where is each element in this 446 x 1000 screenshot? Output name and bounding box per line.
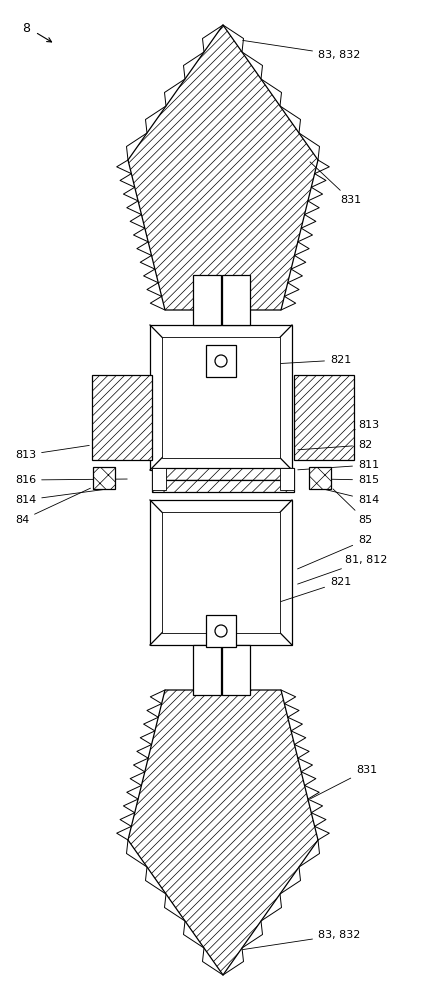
Text: 82: 82 — [297, 535, 372, 569]
Bar — [193, 275, 221, 325]
Bar — [294, 375, 354, 460]
Text: 821: 821 — [258, 355, 351, 365]
Bar — [150, 500, 292, 645]
Text: 814: 814 — [15, 488, 112, 505]
Text: 814: 814 — [322, 489, 379, 505]
Text: 821: 821 — [258, 577, 351, 609]
Bar — [193, 645, 221, 695]
Text: 82: 82 — [298, 440, 372, 450]
Bar — [150, 325, 292, 470]
Bar — [309, 467, 331, 489]
Text: 831: 831 — [310, 162, 361, 205]
Text: 85: 85 — [333, 489, 372, 525]
Text: 813: 813 — [15, 445, 89, 460]
Bar — [152, 480, 294, 492]
Polygon shape — [128, 25, 318, 310]
Bar — [206, 345, 236, 377]
Text: 84: 84 — [15, 488, 91, 525]
Text: 83, 832: 83, 832 — [243, 40, 360, 60]
Bar — [222, 645, 250, 695]
Polygon shape — [128, 690, 318, 975]
Text: 81, 812: 81, 812 — [297, 555, 388, 584]
Text: 813: 813 — [354, 420, 379, 430]
Text: 831: 831 — [310, 765, 377, 799]
Bar — [92, 375, 152, 460]
Bar — [162, 512, 280, 633]
Bar — [222, 275, 250, 325]
Bar — [152, 468, 294, 480]
Bar — [152, 468, 166, 490]
Text: 83, 832: 83, 832 — [243, 930, 360, 950]
Bar — [280, 468, 294, 490]
Text: 815: 815 — [323, 475, 379, 485]
Bar — [162, 337, 280, 458]
Text: 8: 8 — [22, 22, 30, 35]
Text: 811: 811 — [298, 460, 379, 470]
Text: 816: 816 — [15, 475, 127, 485]
Bar — [206, 615, 236, 647]
Bar — [93, 467, 115, 489]
